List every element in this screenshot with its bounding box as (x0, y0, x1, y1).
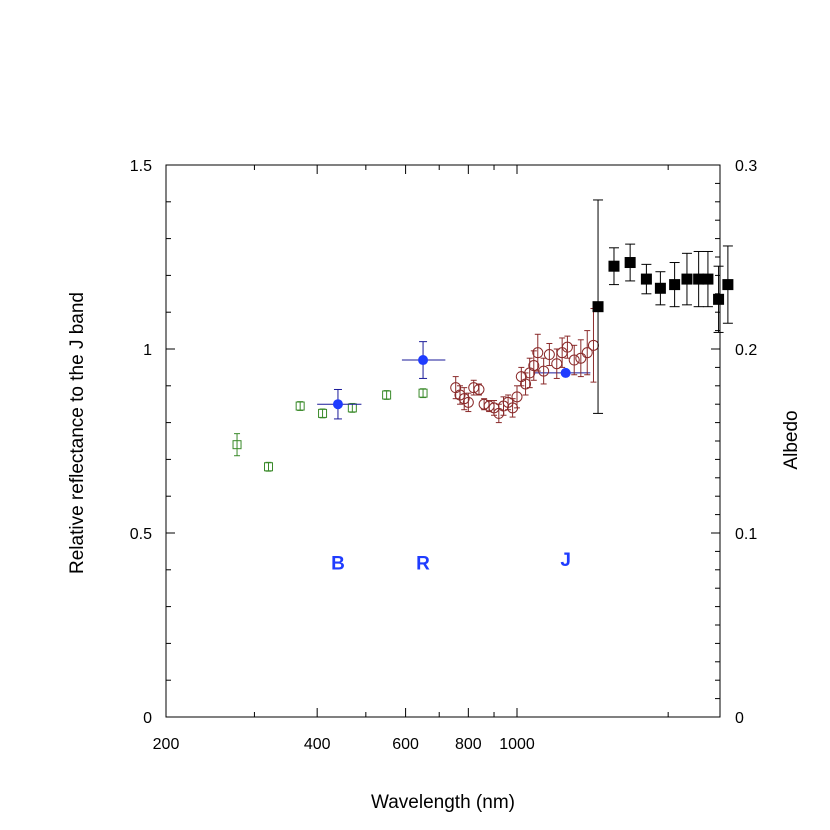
y-tick-label: 1 (143, 342, 152, 359)
data-point (581, 347, 593, 359)
y2-axis-title: Albedo (781, 410, 802, 469)
data-point (654, 282, 666, 294)
plot-frame (165, 164, 721, 718)
y2-tick-label: 0.1 (735, 526, 757, 543)
data-point (624, 257, 636, 269)
x-tick-label: 400 (304, 736, 331, 753)
data-marks (232, 199, 734, 472)
data-point (232, 440, 242, 450)
data-point (713, 293, 725, 305)
band-label-r: R (416, 553, 430, 574)
x-tick-label: 600 (392, 736, 419, 753)
data-point (681, 273, 693, 285)
data-point (418, 355, 429, 366)
series-filled-square-black (592, 199, 734, 414)
data-point (473, 383, 485, 395)
data-point (520, 378, 532, 390)
data-point (532, 347, 544, 359)
data-point (669, 279, 681, 291)
data-point (458, 393, 470, 405)
axis-ticks (165, 164, 720, 718)
y2-tick-label: 0 (735, 710, 744, 727)
y-tick-label: 0 (143, 710, 152, 727)
x-tick-label: 800 (455, 736, 482, 753)
data-point (418, 388, 428, 398)
data-point (264, 462, 274, 472)
data-point (318, 408, 328, 418)
data-point (543, 349, 555, 361)
series-open-circle-maroon (450, 308, 599, 424)
data-point (693, 273, 705, 285)
data-point (528, 360, 540, 372)
data-point (382, 390, 392, 400)
band-label-j: J (560, 550, 571, 571)
data-point (592, 301, 604, 313)
y-tick-label: 0.5 (130, 526, 152, 543)
band-label-b: B (331, 553, 345, 574)
data-point (561, 341, 573, 353)
x-tick-label: 200 (153, 736, 180, 753)
data-point (454, 389, 466, 401)
y-axis-title: Relative reflectance to the J band (67, 292, 88, 574)
data-point (560, 367, 571, 378)
y2-tick-label: 0.2 (735, 342, 757, 359)
data-point (538, 365, 550, 377)
tick-labels: 0 0.5 1 1.5 0 0.1 0.2 0.3 200 400 600 800 1000 (130, 158, 758, 753)
data-point (462, 396, 474, 408)
data-point (608, 260, 620, 272)
data-point (295, 401, 305, 411)
y2-tick-label: 0.3 (735, 158, 757, 175)
x-tick-label: 1000 (499, 736, 535, 753)
data-point (568, 354, 580, 366)
data-point (702, 273, 714, 285)
data-point (640, 273, 652, 285)
x-axis-title: Wavelength (nm) (371, 792, 515, 813)
data-point (332, 399, 343, 410)
series-open-square-green (232, 388, 428, 472)
data-point (575, 352, 587, 364)
y-tick-label: 1.5 (130, 158, 152, 175)
data-point (511, 391, 523, 403)
data-point (722, 279, 734, 291)
